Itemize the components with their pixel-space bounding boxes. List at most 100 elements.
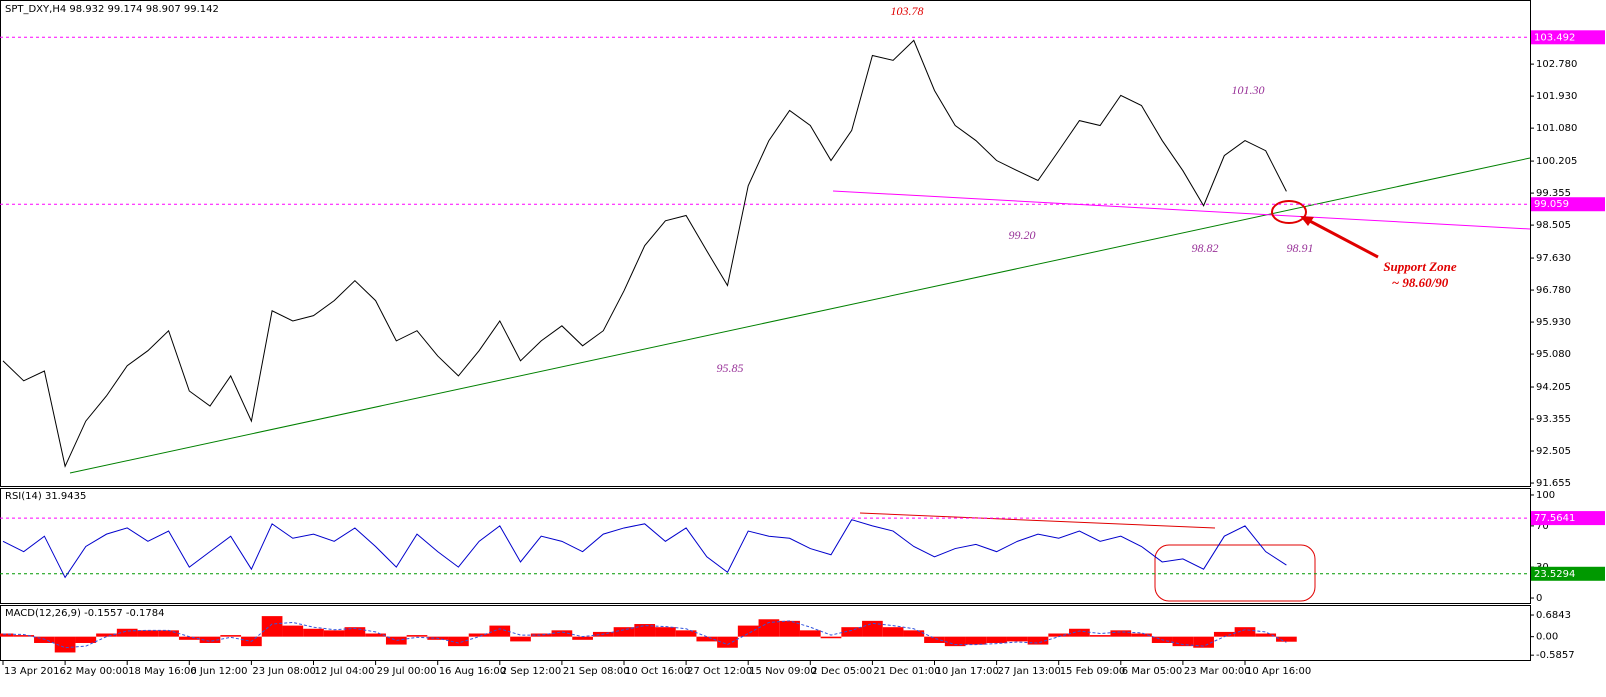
y-tick-label: 94.205: [1536, 382, 1571, 393]
y-tick-label: 98.505: [1536, 220, 1571, 231]
level-box: [1531, 566, 1605, 581]
y-tick-label: 95.930: [1536, 317, 1571, 328]
histogram-bar: [1234, 627, 1256, 637]
histogram-bar: [448, 636, 469, 647]
x-tick-label: 2 Sep 12:00: [501, 666, 561, 677]
histogram-bar: [530, 633, 552, 637]
histogram-bar: [799, 630, 821, 637]
arrow-head: [1300, 216, 1314, 226]
x-tick-label: 29 Jul 00:00: [377, 666, 437, 677]
histogram-bar: [34, 636, 55, 643]
histogram-bar: [820, 636, 842, 639]
y-tick-label: 101.930: [1536, 91, 1577, 102]
x-tick-label: 27 Jan 13:00: [998, 666, 1061, 677]
level-label: 77.5641: [1534, 513, 1575, 524]
y-tick-label: 95.080: [1536, 349, 1571, 360]
histogram-bar: [882, 627, 904, 637]
histogram-bar: [510, 636, 531, 642]
annotation: ~ 98.60/90: [1392, 275, 1449, 290]
histogram-bar: [675, 630, 697, 637]
y-tick-label: 100: [1536, 490, 1555, 501]
histogram-bar: [1027, 636, 1049, 645]
histogram-bar: [261, 616, 283, 637]
annotation: 99.20: [1009, 228, 1036, 242]
level-box: [1531, 511, 1605, 526]
trend-line: [69, 157, 1531, 474]
y-tick-label: 92.505: [1536, 446, 1571, 457]
histogram-bar: [1048, 633, 1070, 637]
x-tick-label: 16 Aug 16:00: [439, 666, 506, 677]
histogram-bar: [1193, 636, 1214, 648]
y-tick-label: 100.205: [1536, 156, 1577, 167]
histogram-bar: [737, 625, 759, 637]
trend-line: [832, 190, 1531, 230]
level-box: [1531, 30, 1605, 45]
y-tick-label: 93.355: [1536, 414, 1571, 425]
y-tick-label: 91.655: [1536, 478, 1571, 489]
x-tick-label: 18 May 16:00: [128, 666, 197, 677]
level-box: [1531, 197, 1605, 212]
histogram-bar: [696, 636, 718, 642]
x-tick-label: 12 Jul 04:00: [315, 666, 375, 677]
x-tick-label: 21 Sep 08:00: [563, 666, 630, 677]
x-tick-label: 6 Mar 05:00: [1122, 666, 1182, 677]
histogram-bar: [655, 627, 676, 637]
level-label: 103.492: [1534, 32, 1575, 43]
histogram-bar: [758, 619, 780, 637]
histogram-bar: [0, 633, 14, 637]
x-tick-label: 10 Apr 16:00: [1246, 666, 1311, 677]
histogram-bar: [468, 633, 490, 637]
divergence-line: [859, 512, 1216, 529]
macd-title: MACD(12,26,9) -0.1557 -0.1784: [5, 608, 165, 619]
x-tick-label: 21 Dec 01:00: [873, 666, 940, 677]
series-line: [2, 519, 1287, 579]
histogram-bar: [282, 625, 304, 637]
y-tick-label: 99.355: [1536, 188, 1571, 199]
histogram-bar: [13, 635, 35, 637]
histogram-bar: [1276, 636, 1297, 642]
histogram-bar: [634, 624, 656, 637]
x-tick-label: 23 Jun 08:00: [252, 666, 316, 677]
histogram-bar: [137, 630, 159, 637]
histogram-bar: [944, 636, 966, 647]
price-title: SPT_DXY,H4 98.932 99.174 98.907 99.142: [5, 4, 219, 15]
histogram-bar: [385, 636, 407, 645]
histogram-bar: [199, 636, 221, 643]
histogram-bar: [489, 625, 511, 637]
arrow: [1305, 217, 1379, 259]
histogram-bar: [1131, 633, 1152, 637]
annotation: 101.30: [1232, 83, 1265, 97]
x-tick-label: 10 Oct 16:00: [625, 666, 690, 677]
x-tick-label: 23 Mar 00:00: [1184, 666, 1251, 677]
histogram-bar: [1110, 630, 1132, 637]
macd-panel: [0, 605, 1531, 661]
histogram-bar: [986, 636, 1007, 643]
price-panel: [0, 0, 1531, 487]
histogram-bar: [323, 630, 345, 637]
annotation: 98.82: [1192, 241, 1219, 255]
histogram-bar: [613, 627, 635, 637]
annotation: Support Zone: [1383, 259, 1457, 274]
histogram-bar: [365, 633, 386, 637]
histogram-bar: [572, 636, 593, 640]
y-tick-label: 0.6843: [1536, 610, 1571, 621]
rsi-title: RSI(14) 31.9435: [5, 491, 86, 502]
rsi-zone: [1154, 544, 1316, 602]
series-line: [2, 39, 1287, 468]
histogram-bar: [779, 620, 800, 637]
y-tick-label: 101.080: [1536, 123, 1577, 134]
histogram-bar: [75, 636, 97, 643]
histogram-bar: [1172, 636, 1194, 647]
y-tick-label: 0: [1536, 593, 1542, 604]
y-tick-label: 70: [1536, 521, 1549, 532]
level-label: 23.5294: [1534, 569, 1575, 580]
histogram-bar: [965, 636, 987, 645]
histogram-bar: [1006, 636, 1028, 642]
annotation: 103.78: [891, 4, 924, 18]
x-tick-label: 2 May 00:00: [66, 666, 128, 677]
histogram-bar: [96, 633, 117, 637]
histogram-bar: [1255, 633, 1277, 637]
support-circle: [1271, 200, 1307, 224]
x-tick-label: 13 Apr 2016: [4, 666, 66, 677]
